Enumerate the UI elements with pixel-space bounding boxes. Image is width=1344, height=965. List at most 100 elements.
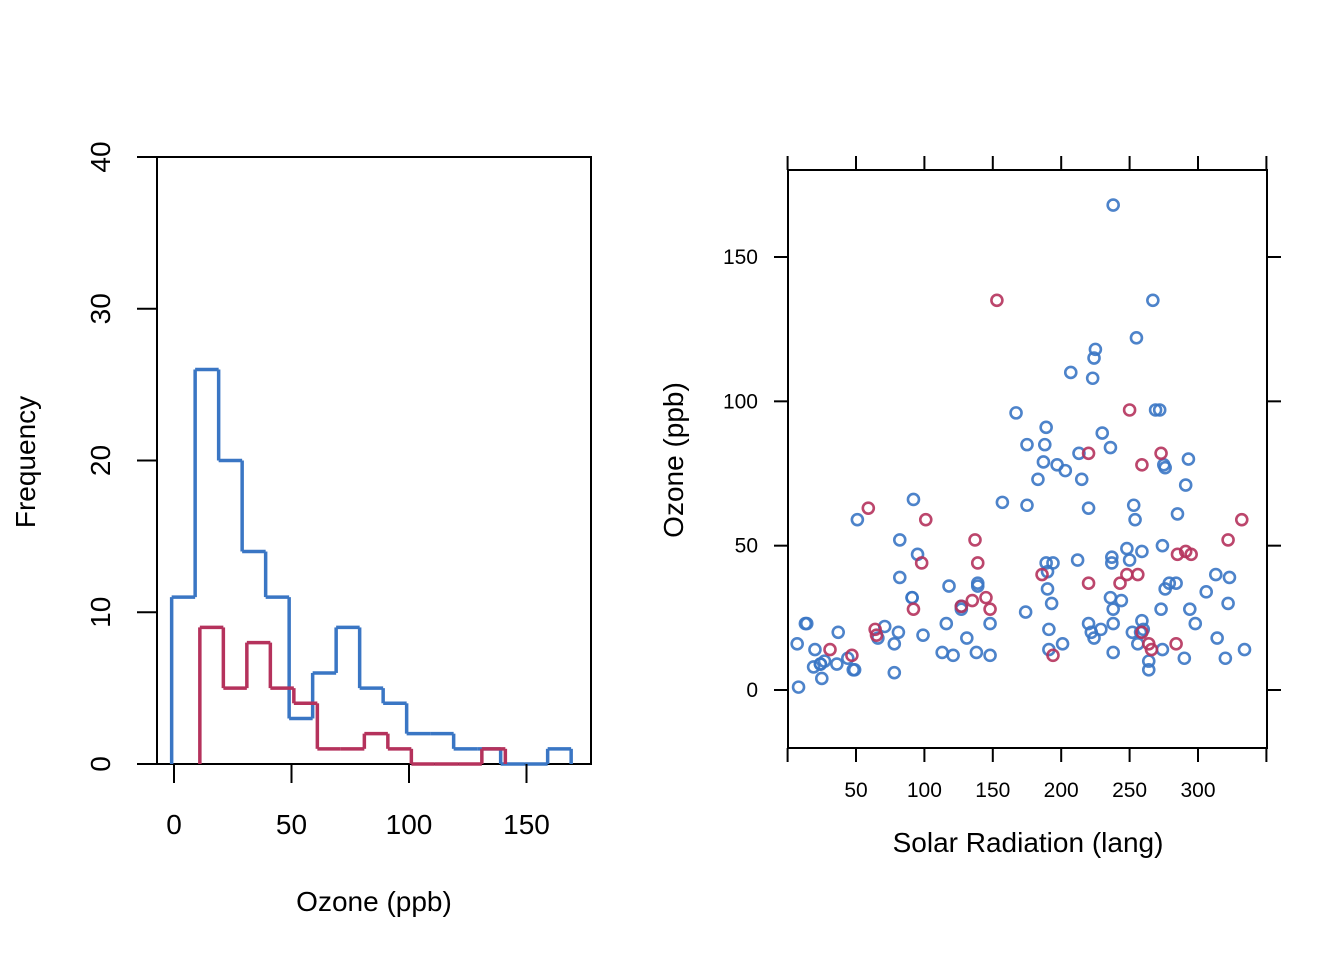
scatter-point <box>808 642 822 657</box>
scatter-point <box>960 631 974 645</box>
scatter-point <box>1221 533 1235 547</box>
scatter-point <box>983 616 997 631</box>
scatter-point <box>1162 576 1177 590</box>
scatter-point <box>1081 446 1096 461</box>
scatter-point <box>790 637 804 651</box>
scatter-point <box>1106 602 1120 616</box>
scatter-point <box>1081 616 1096 631</box>
scatter-point <box>1178 478 1193 492</box>
scatter-point <box>1020 498 1034 513</box>
scatter-point <box>1106 198 1120 212</box>
scatter-point <box>1222 570 1237 585</box>
scatter-point <box>905 590 919 605</box>
scatter-point <box>1135 625 1149 640</box>
scatter-point <box>892 570 907 585</box>
scatter-point <box>1221 596 1235 611</box>
histogram-x-axis: 0 50 100 150 <box>166 764 550 840</box>
scatter-point <box>1081 576 1096 590</box>
scatter-point <box>983 648 997 663</box>
histogram-x-tick-label: 100 <box>386 809 433 840</box>
histogram-y-tick-label: 10 <box>85 597 116 628</box>
scatter-point <box>1131 637 1145 651</box>
histogram-x-axis-label: Ozone (ppb) <box>296 886 452 917</box>
scatter-y-tick-label: 50 <box>735 535 758 558</box>
scatter-point <box>1237 642 1252 657</box>
histogram-y-axis-label: Frequency <box>10 396 41 528</box>
scatter-point <box>830 657 844 671</box>
scatter-point <box>1218 651 1233 666</box>
scatter-point <box>814 671 829 686</box>
scatter-point <box>969 645 984 660</box>
scatter-point <box>935 645 949 660</box>
histogram-x-tick-label: 0 <box>166 809 182 840</box>
scatter-x-tick-label: 300 <box>1180 779 1215 802</box>
histogram-y-tick-label: 20 <box>85 445 116 476</box>
scatter-point <box>1152 403 1167 417</box>
scatter-point <box>954 599 969 614</box>
histogram-y-tick-label: 40 <box>85 141 116 172</box>
scatter-y-axis-label: Ozone (ppb) <box>658 382 689 538</box>
scatter-point <box>1210 631 1224 645</box>
scatter-point <box>1095 426 1110 440</box>
scatter-y-axis: 0 50 100 150 <box>723 246 1281 702</box>
scatter-point <box>806 660 821 674</box>
scatter-point <box>1074 472 1089 487</box>
histogram-y-axis: 0 10 20 30 40 <box>85 141 157 772</box>
scatter-point <box>1129 331 1144 345</box>
scatter-x-tick-label: 50 <box>844 779 867 802</box>
scatter-point <box>942 579 956 593</box>
scatter-point <box>1036 455 1051 469</box>
scatter-y-tick-label: 100 <box>723 390 758 413</box>
histogram-y-tick-label: 0 <box>85 756 116 772</box>
scatter-x-tick-label: 200 <box>1044 779 1079 802</box>
scatter-point <box>1188 616 1203 631</box>
scatter-point <box>906 492 921 507</box>
histogram-series-group <box>169 367 573 766</box>
scatter-x-tick-label: 100 <box>907 779 942 802</box>
scatter-point <box>1105 550 1119 565</box>
scatter-y-tick-label: 150 <box>723 246 758 269</box>
scatter-point <box>1131 567 1145 582</box>
scatter-point <box>1181 452 1196 466</box>
scatter-point <box>970 576 985 590</box>
scatter-point <box>887 637 902 651</box>
scatter-point <box>1035 567 1049 582</box>
scatter-point <box>1020 437 1034 452</box>
scatter-x-tick-label: 250 <box>1112 779 1147 802</box>
scatter-point <box>995 495 1010 510</box>
scatter-point <box>1037 437 1052 452</box>
scatter-point <box>1146 293 1160 308</box>
scatter-point <box>1155 642 1170 657</box>
scatter-point <box>1169 576 1183 590</box>
scatter-point <box>1072 446 1086 461</box>
scatter-y-tick-label: 0 <box>746 679 758 702</box>
scatter-point <box>939 616 954 631</box>
scatter-point <box>1106 645 1120 660</box>
scatter-point <box>1120 567 1134 582</box>
scatter-x-axis: 50 100 150 200 250 300 <box>786 156 1268 802</box>
scatter-plot-box <box>787 169 1268 749</box>
scatter-point <box>1135 544 1149 559</box>
scatter-point <box>1182 602 1197 616</box>
scatter-point <box>916 628 930 642</box>
scatter-point <box>1208 567 1223 582</box>
scatter-point <box>906 602 921 616</box>
scatter-point <box>970 556 985 570</box>
scatter-point <box>1106 616 1120 631</box>
scatter-point <box>979 590 993 605</box>
scatter-point <box>1087 631 1101 645</box>
scatter-point <box>1046 556 1060 570</box>
scatter-point <box>1154 446 1168 461</box>
scatter-point <box>918 512 933 527</box>
scatter-point <box>1070 553 1085 567</box>
scatter-point <box>1031 472 1045 487</box>
histogram-x-tick-label: 50 <box>276 809 307 840</box>
scatter-point <box>891 625 906 640</box>
scatter-point <box>1058 463 1073 478</box>
scatter-point <box>1122 553 1137 567</box>
histogram-series-red <box>198 625 508 766</box>
scatter-point <box>968 533 982 547</box>
scatter-point <box>1088 342 1103 357</box>
scatter-point <box>1154 602 1168 616</box>
